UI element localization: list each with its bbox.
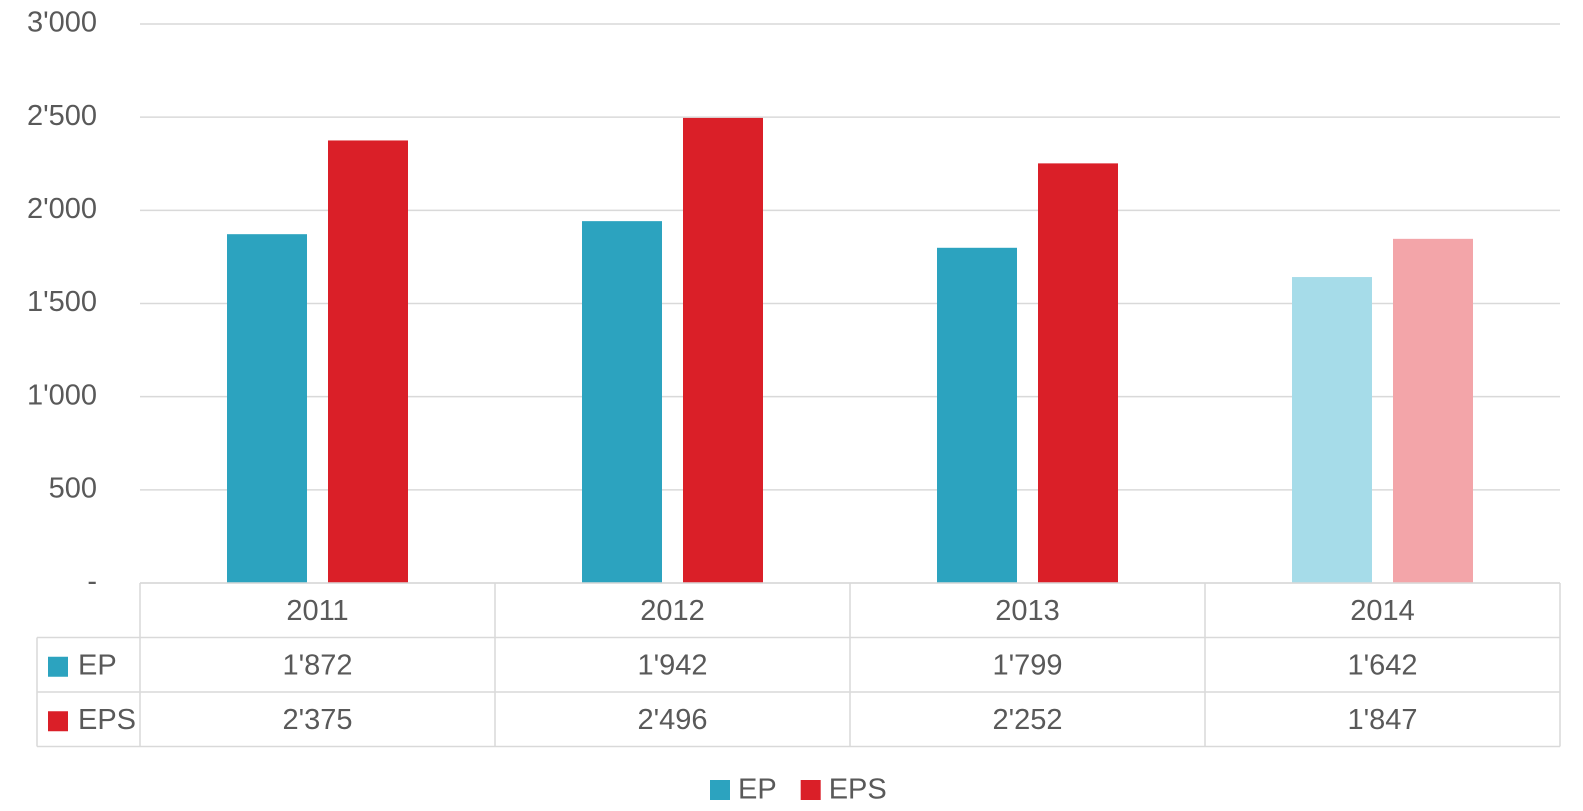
x-tick-label: 2011 <box>286 595 348 627</box>
legend-label: EPS <box>78 704 136 736</box>
y-tick-label: 2'500 <box>27 100 97 132</box>
legend-key <box>48 656 68 677</box>
legend-label: EPS <box>829 774 887 806</box>
table-value: 2'375 <box>282 704 352 736</box>
table-value: 1'872 <box>282 649 352 681</box>
legend-key <box>710 780 730 800</box>
table-value: 1'642 <box>1347 649 1417 681</box>
legend-label: EP <box>78 649 117 681</box>
y-tick-label: 3'000 <box>27 7 97 39</box>
table-value: 1'799 <box>992 649 1062 681</box>
x-tick-label: 2014 <box>1350 595 1415 627</box>
legend-key <box>800 780 821 800</box>
legend-label: EP <box>738 774 777 806</box>
bar <box>683 117 763 584</box>
bar <box>582 221 662 583</box>
table-value: 2'252 <box>992 704 1062 736</box>
table-value: 1'942 <box>637 649 707 681</box>
legend-key <box>48 711 68 732</box>
table-value: 1'847 <box>1347 704 1417 736</box>
x-tick-label: 2012 <box>640 595 705 627</box>
y-tick-label: 1'500 <box>27 286 97 318</box>
y-tick-label: 1'000 <box>27 379 97 411</box>
x-tick-label: 2013 <box>995 595 1060 627</box>
bar <box>328 140 408 584</box>
bar <box>1393 238 1473 583</box>
y-tick-label: 500 <box>49 472 97 504</box>
y-tick-label: - <box>87 566 97 598</box>
bar <box>1292 277 1372 583</box>
y-tick-label: 2'000 <box>27 193 97 225</box>
bar <box>227 234 307 583</box>
bar <box>1038 163 1118 584</box>
table-value: 2'496 <box>637 704 707 736</box>
bar <box>937 247 1017 584</box>
